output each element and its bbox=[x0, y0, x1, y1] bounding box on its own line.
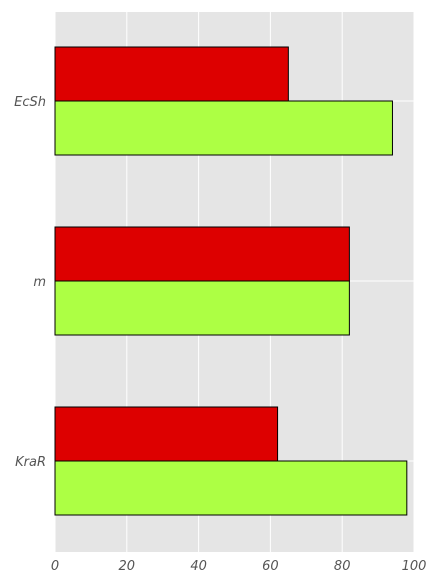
x-tick-label: 40 bbox=[190, 559, 207, 574]
category-label: KraR bbox=[15, 455, 46, 470]
bar-krar-series-1 bbox=[54, 406, 279, 462]
category-label: m bbox=[33, 275, 46, 290]
bar-krar-series-2 bbox=[54, 460, 408, 516]
bar-ecsh-series-1 bbox=[54, 46, 289, 102]
category-label: EcSh bbox=[14, 95, 46, 110]
x-tick-label: 0 bbox=[51, 559, 59, 574]
x-tick-label: 100 bbox=[402, 559, 427, 574]
x-tick-label: 80 bbox=[334, 559, 351, 574]
bars bbox=[54, 46, 408, 516]
x-tick-label: 60 bbox=[262, 559, 279, 574]
bar-m-series-2 bbox=[54, 280, 350, 336]
x-tick-label: 20 bbox=[119, 559, 136, 574]
bar-m-series-1 bbox=[54, 226, 350, 282]
x-tick-labels: 0 20 40 60 80 100 bbox=[51, 559, 427, 574]
category-tick-labels: EcSh m KraR bbox=[14, 95, 46, 470]
bar-ecsh-series-2 bbox=[54, 100, 393, 156]
